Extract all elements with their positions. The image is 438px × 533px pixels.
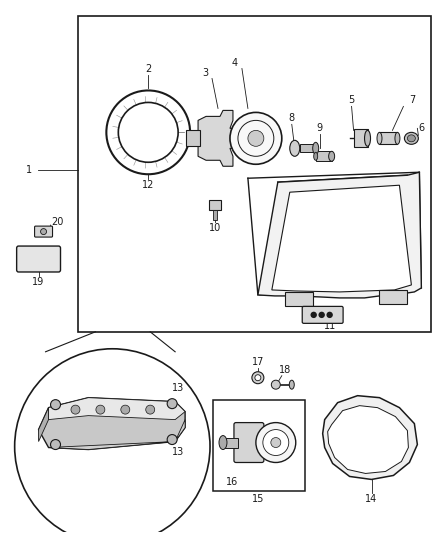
Ellipse shape [364,131,371,147]
Text: 7: 7 [409,95,416,106]
Ellipse shape [290,140,300,156]
Circle shape [121,405,130,414]
Text: 16: 16 [226,478,238,488]
Bar [78,15,431,332]
Polygon shape [258,172,421,298]
Circle shape [50,440,60,449]
Circle shape [167,434,177,445]
Text: 6: 6 [418,123,424,133]
Circle shape [271,438,281,448]
Circle shape [252,372,264,384]
Ellipse shape [377,132,382,144]
Circle shape [230,112,282,164]
Polygon shape [323,395,417,480]
FancyBboxPatch shape [234,423,264,463]
Text: 2: 2 [145,63,152,74]
Circle shape [50,400,60,410]
Text: 9: 9 [317,123,323,133]
Circle shape [255,375,261,381]
Bar [316,151,332,161]
Polygon shape [272,185,411,292]
Circle shape [311,312,316,317]
Polygon shape [39,398,185,449]
Ellipse shape [328,151,335,161]
Bar [186,131,200,147]
Polygon shape [39,408,49,441]
Bar [285,292,313,306]
Circle shape [96,405,105,414]
Circle shape [271,380,280,389]
Text: 1: 1 [25,165,32,175]
Text: 12: 12 [142,180,155,190]
Text: 20: 20 [51,217,64,227]
FancyBboxPatch shape [35,226,53,237]
Text: 4: 4 [232,58,238,68]
Circle shape [248,131,264,147]
Circle shape [319,312,324,317]
Circle shape [41,229,46,235]
Circle shape [167,399,177,409]
Ellipse shape [314,152,318,160]
Ellipse shape [395,132,400,144]
Text: 18: 18 [279,365,291,375]
Bar [300,144,316,152]
Text: 14: 14 [365,495,378,504]
Ellipse shape [313,142,319,154]
FancyBboxPatch shape [17,246,60,272]
Circle shape [263,430,289,456]
Bar [209,200,221,210]
Circle shape [146,405,155,414]
Bar [379,290,407,304]
Bar [224,438,238,448]
Ellipse shape [219,435,227,449]
Text: 10: 10 [209,223,221,233]
Polygon shape [49,419,185,449]
Ellipse shape [404,132,418,144]
Bar [213,400,305,491]
Circle shape [71,405,80,414]
Polygon shape [328,406,408,473]
Circle shape [14,349,210,533]
Bar [379,132,397,144]
Text: 19: 19 [32,277,45,287]
Bar [353,130,367,147]
Bar [213,210,217,220]
Text: 17: 17 [252,357,264,367]
Ellipse shape [407,135,415,142]
Text: 5: 5 [349,95,355,106]
Ellipse shape [289,380,294,389]
Text: 15: 15 [252,495,264,504]
Text: 13: 13 [172,447,184,457]
FancyBboxPatch shape [302,306,343,324]
Polygon shape [49,398,185,419]
Text: 8: 8 [289,114,295,123]
Text: 3: 3 [202,68,208,77]
Circle shape [327,312,332,317]
Text: 13: 13 [172,383,184,393]
Text: 11: 11 [324,321,336,331]
Circle shape [256,423,296,463]
Polygon shape [198,110,236,166]
